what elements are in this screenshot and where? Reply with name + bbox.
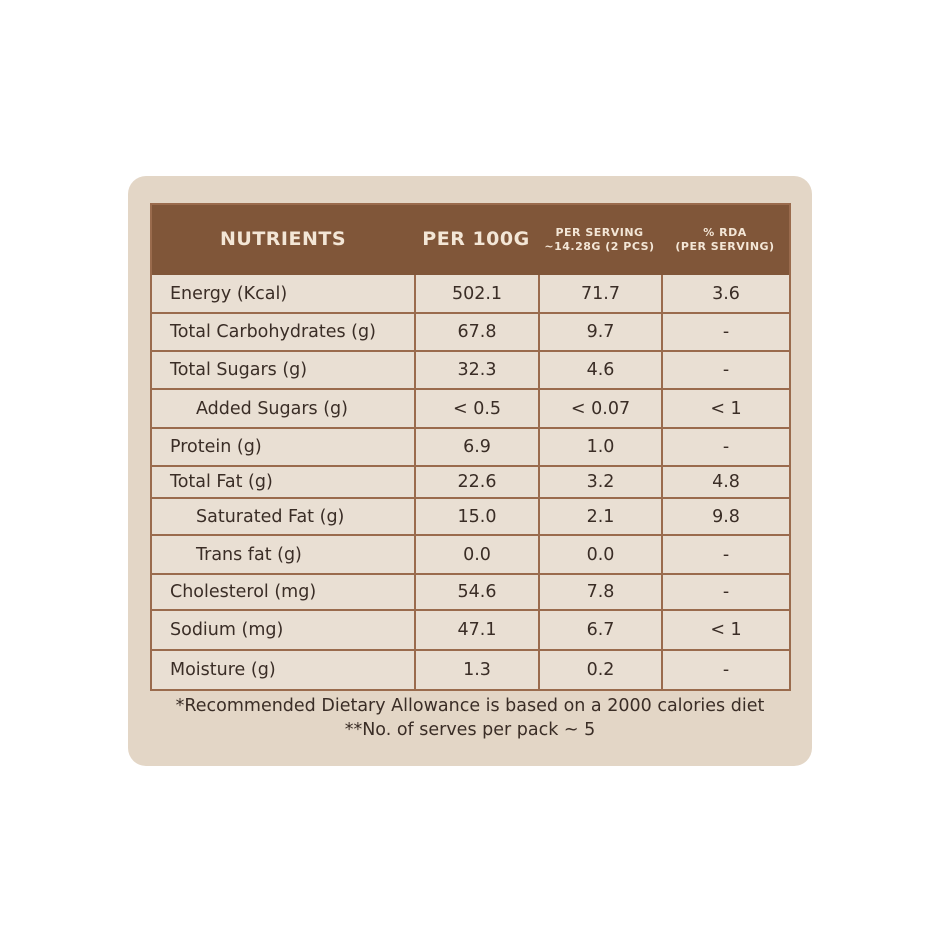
row-per-serving: 6.7: [538, 611, 661, 649]
row-rda: 9.8: [661, 499, 789, 534]
row-label: Total Sugars (g): [170, 360, 308, 380]
table-row: Added Sugars (g) < 0.5 < 0.07 < 1: [152, 388, 789, 427]
table-row: Cholesterol (mg) 54.6 7.8 -: [152, 573, 789, 609]
row-label: Trans fat (g): [196, 544, 302, 565]
row-per-100g: 47.1: [414, 611, 538, 649]
row-rda: -: [661, 429, 789, 465]
row-label: Total Fat (g): [170, 472, 273, 492]
row-per-serving: 7.8: [538, 575, 661, 609]
table-row: Total Fat (g) 22.6 3.2 4.8: [152, 465, 789, 497]
header-per-serving-line1: PER SERViNG: [555, 226, 644, 240]
row-rda: 4.8: [661, 467, 789, 497]
nutrition-card: NUTRiENTS PER 100G PER SERViNG ~14.28G (…: [128, 176, 812, 766]
header-per-serving-line2: ~14.28G (2 PCS): [544, 240, 655, 253]
row-per-100g: 1.3: [414, 651, 538, 689]
row-rda: 3.6: [661, 275, 789, 312]
table-row: Protein (g) 6.9 1.0 -: [152, 427, 789, 465]
row-label: Added Sugars (g): [196, 398, 348, 419]
row-per-serving: 1.0: [538, 429, 661, 465]
row-per-100g: 54.6: [414, 575, 538, 609]
header-per-serving: PER SERViNG ~14.28G (2 PCS): [538, 226, 661, 254]
row-rda: -: [661, 651, 789, 689]
row-per-serving: 9.7: [538, 314, 661, 350]
row-per-serving: 4.6: [538, 352, 661, 388]
row-rda: < 1: [661, 390, 789, 427]
table-row: Total Carbohydrates (g) 67.8 9.7 -: [152, 312, 789, 350]
header-nutrients: NUTRiENTS: [219, 228, 346, 251]
table-row: Total Sugars (g) 32.3 4.6 -: [152, 350, 789, 388]
row-label: Moisture (g): [170, 660, 276, 680]
row-label: Protein (g): [170, 437, 262, 457]
row-rda: -: [661, 352, 789, 388]
row-per-100g: 15.0: [414, 499, 538, 534]
table-header: NUTRiENTS PER 100G PER SERViNG ~14.28G (…: [152, 205, 789, 275]
row-per-100g: 502.1: [414, 275, 538, 312]
row-per-100g: < 0.5: [414, 390, 538, 427]
row-per-serving: 2.1: [538, 499, 661, 534]
header-rda: % RDA (PER SERViNG): [661, 226, 789, 254]
row-per-100g: 0.0: [414, 536, 538, 573]
row-per-100g: 67.8: [414, 314, 538, 350]
row-per-100g: 32.3: [414, 352, 538, 388]
footnote-serves: **No. of serves per pack ~ 5: [344, 720, 596, 740]
row-per-serving: 0.0: [538, 536, 661, 573]
header-rda-line1: % RDA: [703, 226, 747, 240]
row-rda: -: [661, 575, 789, 609]
nutrition-table: NUTRiENTS PER 100G PER SERViNG ~14.28G (…: [150, 203, 791, 691]
row-per-100g: 22.6: [414, 467, 538, 497]
footnote-rda: *Recommended Dietary Allowance is based …: [175, 696, 765, 716]
table-row: Moisture (g) 1.3 0.2 -: [152, 649, 789, 689]
header-rda-line2: (PER SERViNG): [675, 240, 775, 253]
row-rda: -: [661, 536, 789, 573]
footnotes: *Recommended Dietary Allowance is based …: [128, 694, 812, 742]
row-per-serving: 71.7: [538, 275, 661, 312]
row-label: Energy (Kcal): [170, 283, 288, 304]
row-rda: -: [661, 314, 789, 350]
row-label: Total Carbohydrates (g): [170, 322, 376, 342]
row-rda: < 1: [661, 611, 789, 649]
row-per-100g: 6.9: [414, 429, 538, 465]
table-row: Saturated Fat (g) 15.0 2.1 9.8: [152, 497, 789, 534]
row-per-serving: 3.2: [538, 467, 661, 497]
header-per-100g: PER 100G: [422, 228, 530, 251]
table-row: Sodium (mg) 47.1 6.7 < 1: [152, 609, 789, 649]
row-per-serving: < 0.07: [538, 390, 661, 427]
row-per-serving: 0.2: [538, 651, 661, 689]
table-body: Energy (Kcal) 502.1 71.7 3.6 Total Carbo…: [152, 275, 789, 689]
table-row: Energy (Kcal) 502.1 71.7 3.6: [152, 275, 789, 312]
row-label: Sodium (mg): [170, 620, 284, 640]
row-label: Saturated Fat (g): [196, 506, 345, 527]
row-label: Cholesterol (mg): [170, 582, 317, 602]
table-row: Trans fat (g) 0.0 0.0 -: [152, 534, 789, 573]
